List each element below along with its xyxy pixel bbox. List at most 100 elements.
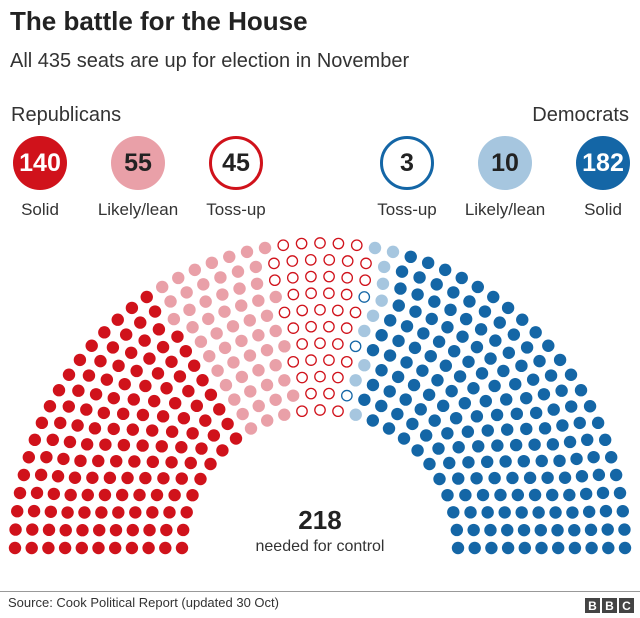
seat-republicans-solid: [43, 400, 57, 413]
seat-republicans-solid: [112, 359, 125, 373]
seat-republicans-solid: [124, 346, 138, 359]
seat-republicans-solid: [121, 471, 134, 485]
seat-democrats-solid: [555, 384, 568, 397]
seat-democrats-solid: [529, 406, 543, 420]
seat-democrats-solid: [618, 541, 632, 555]
seat-democrats-solid: [547, 403, 560, 416]
seat-democrats-solid: [546, 488, 559, 502]
seat-democrats-solid: [602, 541, 615, 555]
seat-republicans-solid: [196, 374, 209, 387]
seat-republicans-likely-lean: [244, 422, 258, 435]
seat-democrats-solid: [409, 305, 422, 318]
seat-democrats-solid: [568, 524, 581, 537]
seat-democrats-solid: [538, 422, 552, 435]
seat-republicans-solid: [110, 454, 123, 468]
seat-democrats-solid: [581, 433, 594, 447]
seat-democrats-solid: [459, 312, 473, 326]
seat-republicans-solid: [62, 368, 76, 381]
seat-democrats-solid: [487, 290, 500, 304]
seat-democrats-solid: [459, 488, 472, 502]
seat-democrats-solid: [462, 456, 475, 469]
seat-republicans-solid: [182, 384, 195, 398]
seat-republicans-solid: [72, 384, 85, 397]
seat-republicans-likely-lean: [278, 340, 291, 353]
seat-republicans-likely-lean: [260, 414, 274, 427]
seat-democrats-solid: [400, 320, 414, 333]
seat-democrats-solid: [528, 488, 542, 502]
seat-republicans-toss-up: [323, 270, 335, 283]
seat-democrats-solid: [366, 378, 380, 392]
seat-republicans-solid: [63, 435, 77, 449]
seat-republicans-solid: [118, 377, 131, 391]
seat-democrats-likely-lean: [358, 359, 371, 372]
seat-republicans-toss-up: [277, 239, 290, 252]
seat-democrats-solid: [544, 369, 558, 382]
seat-democrats-solid: [517, 454, 530, 468]
seat-republicans-likely-lean: [252, 364, 265, 377]
seat-democrats-solid: [523, 471, 537, 485]
seat-democrats-solid: [501, 301, 515, 315]
seat-republicans-toss-up: [287, 322, 300, 334]
seat-democrats-solid: [533, 354, 546, 368]
seat-democrats-solid: [481, 506, 494, 519]
seat-republicans-likely-lean: [243, 314, 256, 327]
seat-democrats-solid: [441, 321, 454, 334]
seat-democrats-solid: [438, 263, 452, 277]
seat-democrats-solid: [511, 488, 525, 502]
seat-democrats-solid: [532, 506, 545, 519]
seat-republicans-toss-up: [296, 405, 308, 418]
seat-republicans-solid: [156, 340, 170, 354]
seat-republicans-solid: [175, 441, 188, 454]
seat-republicans-likely-lean: [269, 393, 282, 406]
seat-republicans-toss-up: [350, 239, 363, 252]
seat-democrats-solid: [485, 541, 498, 555]
seat-democrats-solid: [491, 439, 504, 452]
seat-democrats-likely-lean: [358, 324, 371, 338]
seat-republicans-solid: [82, 369, 96, 382]
seat-republicans-likely-lean: [252, 294, 265, 307]
seat-republicans-solid: [173, 370, 187, 383]
seat-republicans-solid: [148, 305, 162, 318]
seat-republicans-toss-up: [359, 274, 372, 287]
seat-republicans-solid: [47, 487, 61, 501]
seat-republicans-toss-up: [314, 237, 326, 249]
seat-republicans-toss-up: [340, 288, 353, 301]
majority-label: needed for control: [255, 538, 385, 555]
seat-republicans-solid: [117, 438, 131, 452]
seat-democrats-solid: [549, 506, 562, 519]
seat-republicans-solid: [8, 541, 22, 555]
seat-democrats-solid: [618, 523, 631, 536]
seat-republicans-toss-up: [305, 387, 317, 400]
seat-republicans-solid: [74, 454, 87, 468]
seat-republicans-likely-lean: [249, 260, 263, 274]
seat-republicans-toss-up: [287, 288, 300, 301]
seat-republicans-solid: [103, 471, 117, 485]
seat-republicans-toss-up: [349, 306, 362, 319]
seat-democrats-solid: [493, 316, 506, 329]
seat-democrats-solid: [568, 541, 582, 555]
seat-democrats-solid: [425, 312, 438, 326]
seat-democrats-solid: [502, 346, 516, 359]
seat-republicans-likely-lean: [180, 286, 193, 299]
seat-democrats-solid: [432, 335, 446, 348]
seat-republicans-solid: [190, 399, 204, 413]
seat-democrats-solid: [579, 487, 593, 501]
seat-republicans-toss-up: [287, 355, 300, 368]
seat-republicans-toss-up: [341, 271, 354, 284]
seat-republicans-solid: [142, 541, 155, 555]
seat-republicans-likely-lean: [199, 295, 212, 308]
seat-republicans-solid: [44, 505, 58, 518]
seat-democrats-solid: [450, 523, 464, 537]
seat-democrats-solid: [476, 488, 490, 502]
seat-republicans-solid: [176, 523, 190, 537]
seat-democrats-solid: [558, 471, 572, 484]
seat-republicans-solid: [157, 472, 170, 485]
seat-republicans-solid: [163, 506, 176, 519]
seat-democrats-solid: [535, 454, 548, 468]
seat-democrats-likely-lean: [349, 374, 362, 387]
seat-republicans-likely-lean: [286, 389, 300, 402]
seat-republicans-toss-up: [332, 237, 345, 250]
seat-democrats-solid: [551, 523, 564, 537]
seat-republicans-toss-up: [331, 338, 344, 350]
seat-democrats-solid: [375, 399, 388, 413]
